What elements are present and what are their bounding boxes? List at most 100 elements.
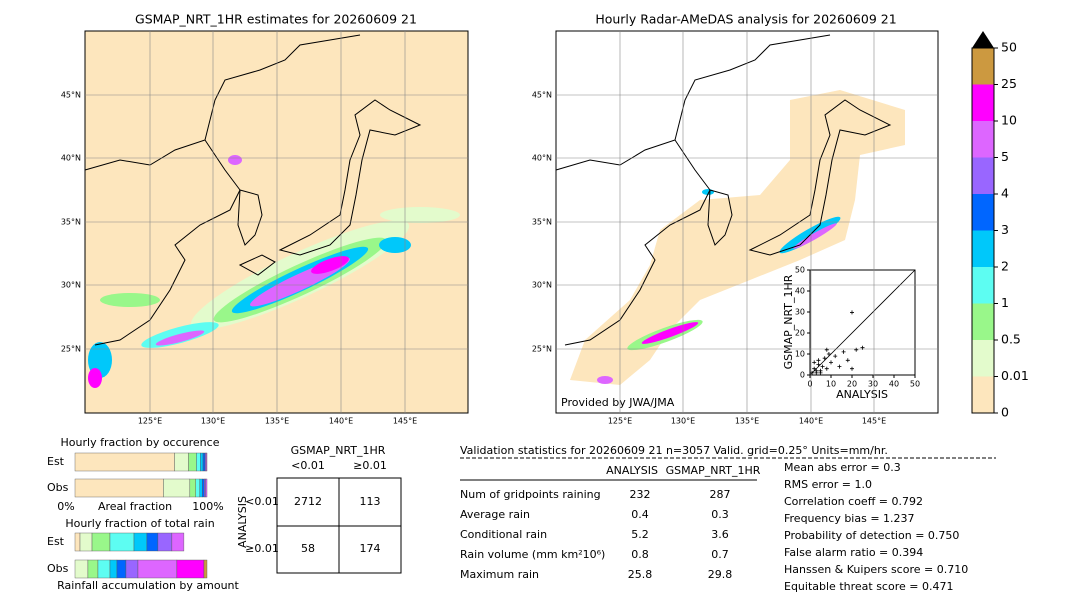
stats-header: Validation statistics for 20260609 21 n=… xyxy=(460,444,888,457)
lon-label: 125°E xyxy=(608,417,632,426)
col-header: <0.01 xyxy=(291,459,325,472)
colorbar-label: 3 xyxy=(1001,222,1009,237)
scatter-point xyxy=(816,358,821,363)
stat-value: 0.7 xyxy=(711,548,729,561)
stat-label: Rain volume (mm km²10⁶) xyxy=(460,548,605,561)
colorbar-label: 2 xyxy=(1001,259,1009,274)
colorbar-label: 5 xyxy=(1001,149,1009,164)
fraction-segment xyxy=(109,559,118,579)
scatter-point xyxy=(812,360,817,365)
fraction-segment xyxy=(74,452,175,472)
stat-label: Maximum rain xyxy=(460,568,539,581)
row-label: Est xyxy=(47,455,65,468)
lon-label: 130°E xyxy=(201,417,225,426)
lat-label: 30°N xyxy=(532,281,552,290)
fraction-segment xyxy=(176,559,205,579)
score: RMS error = 1.0 xyxy=(784,478,872,491)
table-cell: 2712 xyxy=(294,495,322,508)
scatter-point xyxy=(820,364,825,369)
rain-field xyxy=(597,189,841,384)
table-cell: 113 xyxy=(360,495,381,508)
scatter-point xyxy=(824,366,829,371)
diagonal xyxy=(809,269,916,376)
stat-value: 0.8 xyxy=(631,548,649,561)
lon-label: 125°E xyxy=(138,417,162,426)
stat-label: Average rain xyxy=(460,508,530,521)
fraction-segment xyxy=(171,532,185,552)
y-tick-label: 0 xyxy=(800,371,805,380)
rain-field xyxy=(88,155,460,388)
colorbar-bin xyxy=(972,303,994,340)
fraction-segment xyxy=(125,559,139,579)
lat-label: 35°N xyxy=(532,218,552,227)
score: Hanssen & Kuipers score = 0.710 xyxy=(784,563,968,576)
fraction-segment xyxy=(137,559,178,579)
lat-label: 40°N xyxy=(61,154,81,163)
stat-value: 287 xyxy=(710,488,731,501)
col-header: ≥0.01 xyxy=(353,459,387,472)
lat-label: 35°N xyxy=(61,218,81,227)
axis-label: 100% xyxy=(192,500,223,513)
colorbar-bin xyxy=(972,376,994,413)
stat-value: 0.3 xyxy=(711,508,729,521)
fraction-segment xyxy=(109,532,135,552)
fraction-segment xyxy=(189,478,196,498)
fraction-segment xyxy=(133,532,148,552)
lon-label: 135°E xyxy=(735,417,759,426)
colorbar-label: 25 xyxy=(1001,76,1017,91)
x-tick-label: 10 xyxy=(826,380,836,389)
colorbar-label: 1 xyxy=(1001,295,1009,310)
fraction-segment xyxy=(199,478,203,498)
col-header: ANALYSIS xyxy=(606,464,658,477)
lon-label: 145°E xyxy=(862,417,886,426)
lat-label: 45°N xyxy=(61,91,81,100)
x-axis-label: ANALYSIS xyxy=(836,388,888,401)
fraction-segment xyxy=(74,559,89,579)
x-tick-label: 50 xyxy=(910,380,920,389)
row-label: Est xyxy=(47,535,65,548)
row-header: <0.01 xyxy=(245,495,279,508)
fraction-segment xyxy=(163,478,191,498)
scatter-point xyxy=(841,349,846,354)
fraction-segment xyxy=(205,478,208,498)
x-tick-label: 0 xyxy=(807,380,812,389)
colorbar-bin xyxy=(972,194,994,231)
scatter-point xyxy=(860,345,865,350)
fraction-segment xyxy=(97,559,111,579)
stat-value: 29.8 xyxy=(708,568,733,581)
table-cell: 58 xyxy=(301,542,315,555)
fraction-segment xyxy=(146,532,159,552)
fraction-segment xyxy=(87,559,99,579)
scatter-point xyxy=(810,370,815,375)
scatter-point xyxy=(818,368,823,373)
panel-title: Hourly fraction of total rain xyxy=(65,517,214,530)
y-tick-label: 50 xyxy=(795,266,805,275)
fraction-segment xyxy=(174,452,189,472)
colorbar-label: 0.5 xyxy=(1001,332,1021,347)
fraction-segment xyxy=(74,532,81,552)
lat-label: 25°N xyxy=(61,345,81,354)
credit: Provided by JWA/JMA xyxy=(561,396,675,409)
table-title: GSMAP_NRT_1HR xyxy=(291,444,386,457)
lat-label: 30°N xyxy=(61,281,81,290)
colorbar-bin xyxy=(972,121,994,158)
y-tick-label: 40 xyxy=(795,287,805,296)
fraction-segment xyxy=(116,559,127,579)
map-title: GSMAP_NRT_1HR estimates for 20260609 21 xyxy=(135,12,417,27)
colorbar-bin xyxy=(972,48,994,85)
fraction-segment xyxy=(196,452,201,472)
colorbar-label: 50 xyxy=(1001,40,1017,55)
x-tick-label: 30 xyxy=(868,380,878,389)
colorbar-label: 0.01 xyxy=(1001,368,1029,383)
map-title: Hourly Radar-AMeDAS analysis for 2026060… xyxy=(595,12,896,27)
scatter-point xyxy=(816,362,821,367)
axis-label: 0% xyxy=(57,500,74,513)
row-label: Obs xyxy=(47,562,69,575)
y-tick-label: 30 xyxy=(795,308,805,317)
colorbar-label: 10 xyxy=(1001,113,1017,128)
lon-label: 140°E xyxy=(799,417,823,426)
lon-label: 145°E xyxy=(393,417,417,426)
lat-label: 40°N xyxy=(532,154,552,163)
y-tick-label: 10 xyxy=(795,350,805,359)
scatter-point xyxy=(833,354,838,359)
